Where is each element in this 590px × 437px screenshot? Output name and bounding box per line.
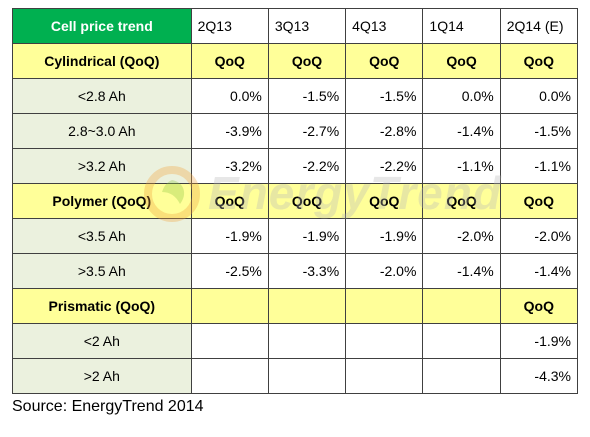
value-cell: 0.0% — [499, 78, 579, 114]
section-row-polymer: Polymer (QoQ) QoQ QoQ QoQ QoQ QoQ — [12, 183, 579, 219]
period-1q14: 1Q14 — [422, 8, 501, 44]
row-label: >2 Ah — [12, 358, 192, 394]
table-row: >3.5 Ah -2.5% -3.3% -2.0% -1.4% -1.4% — [12, 253, 579, 289]
qoq-cell: QoQ — [499, 43, 579, 79]
value-cell: -2.2% — [267, 148, 347, 184]
value-cell — [267, 358, 347, 394]
value-cell — [345, 323, 424, 359]
value-cell: -1.5% — [499, 113, 579, 149]
value-cell: -1.4% — [422, 113, 501, 149]
value-cell: -2.2% — [345, 148, 424, 184]
value-cell: -1.1% — [422, 148, 501, 184]
value-cell: -3.3% — [267, 253, 347, 289]
table-row: <2 Ah -1.9% — [12, 323, 579, 359]
qoq-cell: QoQ — [422, 43, 501, 79]
section-title: Prismatic (QoQ) — [12, 288, 192, 324]
qoq-cell: QoQ — [422, 183, 501, 219]
value-cell — [267, 323, 347, 359]
qoq-cell: QoQ — [345, 43, 424, 79]
row-label: <2.8 Ah — [12, 78, 192, 114]
qoq-cell: QoQ — [267, 43, 347, 79]
qoq-cell — [267, 288, 347, 324]
section-title: Polymer (QoQ) — [12, 183, 192, 219]
table-row: >2 Ah -4.3% — [12, 358, 579, 394]
value-cell: -2.8% — [345, 113, 424, 149]
table-row: 2.8~3.0 Ah -3.9% -2.7% -2.8% -1.4% -1.5% — [12, 113, 579, 149]
value-cell: -1.4% — [422, 253, 501, 289]
value-cell — [422, 323, 501, 359]
value-cell: -1.9% — [267, 218, 347, 254]
value-cell — [190, 358, 269, 394]
qoq-cell — [422, 288, 501, 324]
table-row: <2.8 Ah 0.0% -1.5% -1.5% 0.0% 0.0% — [12, 78, 579, 114]
qoq-cell — [345, 288, 424, 324]
value-cell: 0.0% — [422, 78, 501, 114]
value-cell: -1.5% — [267, 78, 347, 114]
qoq-cell — [190, 288, 269, 324]
qoq-cell: QoQ — [499, 183, 579, 219]
row-label: >3.2 Ah — [12, 148, 192, 184]
cell-price-table: Cell price trend 2Q13 3Q13 4Q13 1Q14 2Q1… — [12, 8, 579, 394]
value-cell — [190, 323, 269, 359]
section-row-cylindrical: Cylindrical (QoQ) QoQ QoQ QoQ QoQ QoQ — [12, 43, 579, 79]
value-cell: -3.9% — [190, 113, 269, 149]
value-cell: -4.3% — [499, 358, 579, 394]
value-cell: -1.9% — [190, 218, 269, 254]
row-label: <2 Ah — [12, 323, 192, 359]
row-label: >3.5 Ah — [12, 253, 192, 289]
value-cell: -1.9% — [345, 218, 424, 254]
value-cell: -2.0% — [345, 253, 424, 289]
value-cell: 0.0% — [190, 78, 269, 114]
table-row: >3.2 Ah -3.2% -2.2% -2.2% -1.1% -1.1% — [12, 148, 579, 184]
section-title: Cylindrical (QoQ) — [12, 43, 192, 79]
qoq-cell: QoQ — [190, 183, 269, 219]
value-cell — [422, 358, 501, 394]
value-cell: -1.4% — [499, 253, 579, 289]
source-caption: Source: EnergyTrend 2014 — [12, 398, 204, 415]
value-cell: -3.2% — [190, 148, 269, 184]
period-4q13: 4Q13 — [345, 8, 424, 44]
value-cell: -1.5% — [345, 78, 424, 114]
value-cell: -2.5% — [190, 253, 269, 289]
table-row: <3.5 Ah -1.9% -1.9% -1.9% -2.0% -2.0% — [12, 218, 579, 254]
row-label: <3.5 Ah — [12, 218, 192, 254]
value-cell: -2.0% — [499, 218, 579, 254]
value-cell: -2.0% — [422, 218, 501, 254]
header-label: Cell price trend — [12, 8, 192, 44]
row-label: 2.8~3.0 Ah — [12, 113, 192, 149]
table-header-row: Cell price trend 2Q13 3Q13 4Q13 1Q14 2Q1… — [12, 8, 579, 44]
period-2q14e: 2Q14 (E) — [499, 8, 579, 44]
qoq-cell: QoQ — [499, 288, 579, 324]
period-3q13: 3Q13 — [267, 8, 347, 44]
section-row-prismatic: Prismatic (QoQ) QoQ — [12, 288, 579, 324]
qoq-cell: QoQ — [267, 183, 347, 219]
value-cell: -1.1% — [499, 148, 579, 184]
value-cell: -2.7% — [267, 113, 347, 149]
period-2q13: 2Q13 — [190, 8, 269, 44]
qoq-cell: QoQ — [345, 183, 424, 219]
qoq-cell: QoQ — [190, 43, 269, 79]
value-cell — [345, 358, 424, 394]
value-cell: -1.9% — [499, 323, 579, 359]
